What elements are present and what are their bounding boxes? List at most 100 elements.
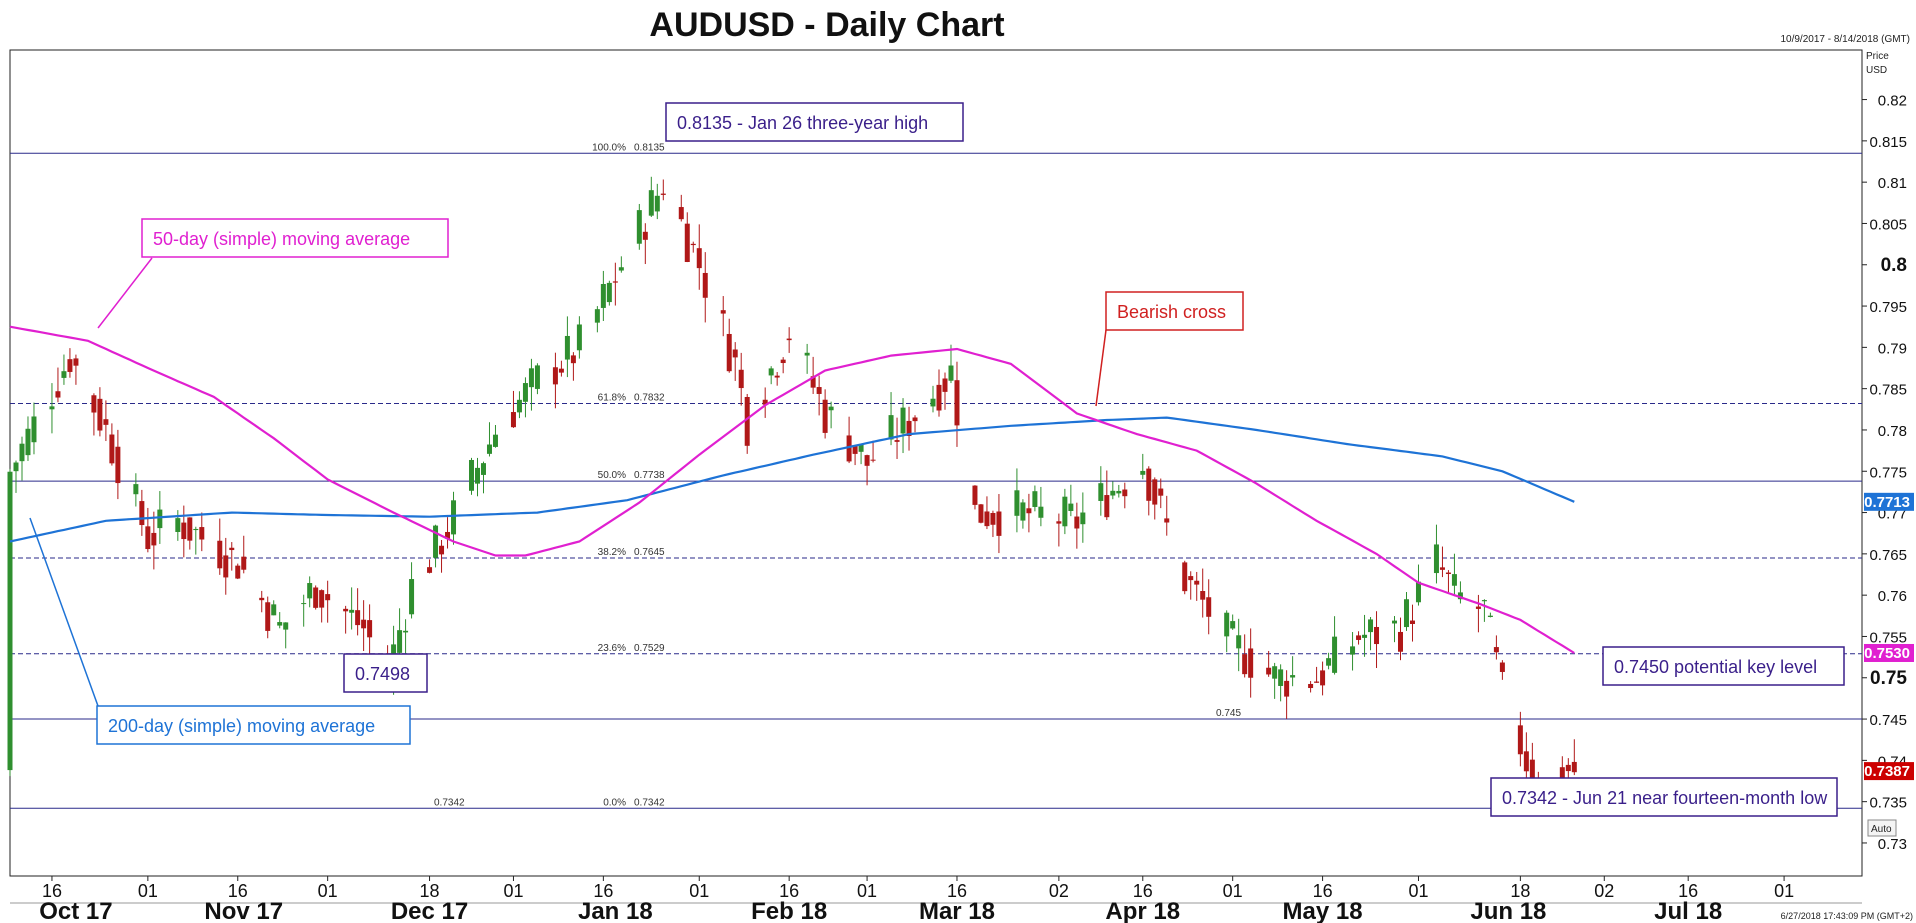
price-tag-label: 0.7387 — [1864, 763, 1910, 780]
candle-body — [343, 608, 349, 612]
annotation-sma200-text: 200-day (simple) moving average — [108, 716, 375, 736]
candle-body — [870, 459, 876, 461]
x-day-label: 02 — [1049, 881, 1069, 901]
candle-body — [990, 512, 996, 525]
candle-body — [984, 511, 990, 527]
price-tag-box — [1864, 643, 1914, 662]
candle-body — [151, 532, 157, 546]
x-day-label: 16 — [1133, 881, 1153, 901]
y-tick-label: 0.795 — [1869, 299, 1907, 316]
fib-value-label: 0.7738 — [634, 470, 665, 481]
candle-body — [1565, 764, 1571, 772]
candle-body — [636, 210, 642, 244]
candle-body — [13, 462, 19, 472]
fib-percent-label: 0.0% — [603, 797, 626, 808]
moving-averages — [9, 325, 1575, 654]
candle-body — [762, 399, 768, 405]
y-tick-label: 0.82 — [1878, 93, 1907, 110]
candle-body — [1314, 681, 1320, 683]
sma200-line — [9, 416, 1575, 543]
candle-body — [1146, 468, 1152, 501]
candle-body — [361, 619, 367, 629]
candle-body — [349, 609, 355, 613]
candle-body — [1481, 600, 1487, 602]
candle-body — [61, 371, 67, 378]
candle-body — [1206, 597, 1212, 617]
y-tick-label: 0.815 — [1869, 134, 1907, 151]
candle-body — [397, 630, 403, 653]
candle-body — [1475, 606, 1481, 609]
candle-body — [1499, 662, 1505, 672]
candle-body — [1403, 599, 1409, 628]
candle-body — [1182, 562, 1188, 592]
y-tick-label: 0.81 — [1878, 175, 1907, 192]
candle-body — [852, 445, 858, 454]
candle-body — [1056, 521, 1062, 524]
candle-body — [1529, 759, 1535, 790]
y-tick-label: 0.78 — [1878, 423, 1907, 440]
candle-body — [319, 590, 325, 608]
auto-label: Auto — [1871, 824, 1892, 835]
candle-body — [469, 459, 475, 491]
candle-body — [301, 603, 307, 605]
candle-body — [906, 420, 912, 436]
candle-body — [516, 399, 522, 413]
candle-body — [1332, 636, 1338, 673]
candle-body — [942, 378, 948, 392]
x-day-label: 02 — [1594, 881, 1614, 901]
candle-body — [606, 282, 612, 303]
candle-body — [67, 359, 73, 372]
candle-body — [181, 522, 187, 540]
auto-button[interactable] — [1867, 819, 1897, 837]
candle-body — [1397, 631, 1403, 652]
candle-body — [780, 359, 786, 364]
annotation-high: 0.8135 - Jan 26 three-year high — [665, 102, 964, 142]
candle-body — [427, 567, 433, 573]
candle-body — [576, 324, 582, 351]
candle-body — [864, 455, 870, 466]
x-month-label: Apr 18 — [1105, 898, 1180, 923]
candle-body — [367, 620, 373, 638]
x-month-label: Jul 18 — [1654, 898, 1722, 923]
annotation-bearish-text: Bearish cross — [1117, 302, 1226, 322]
candle-body — [1517, 725, 1523, 755]
candle-body — [1571, 761, 1577, 773]
annotation-sma50: 50-day (simple) moving average — [97, 218, 449, 329]
y-tick-label: 0.785 — [1869, 382, 1907, 399]
x-month-label: Dec 17 — [391, 898, 468, 923]
candle-body — [738, 369, 744, 389]
candle-body — [1062, 496, 1068, 527]
candle-body — [7, 471, 13, 771]
price-tag-box — [1864, 762, 1914, 781]
candle-body — [528, 368, 534, 388]
candle-body — [1559, 767, 1565, 780]
candle-body — [271, 604, 277, 616]
candle-body — [744, 396, 750, 446]
candle-body — [1230, 621, 1236, 629]
candle-body — [403, 630, 409, 633]
candle-body — [97, 398, 103, 431]
annotation-key-level-text: 0.7450 potential key level — [1614, 657, 1817, 677]
annotation-bearish-cross: Bearish cross — [1095, 291, 1244, 407]
candle-body — [702, 272, 708, 298]
candle-body — [1284, 680, 1290, 697]
candle-body — [91, 395, 97, 413]
x-day-label: 01 — [503, 881, 523, 901]
candle-body — [229, 547, 235, 551]
y-tick-label: 0.745 — [1869, 712, 1907, 729]
candle-body — [73, 358, 79, 366]
candle-body — [265, 602, 271, 631]
x-month-label: Feb 18 — [751, 898, 827, 923]
candle-body — [241, 556, 247, 570]
candle-body — [1074, 516, 1080, 529]
candle-body — [1110, 490, 1116, 496]
candle-body — [19, 443, 25, 462]
candle-body — [1368, 619, 1374, 633]
x-month-label: Oct 17 — [39, 898, 112, 923]
candle-body — [133, 484, 139, 495]
y-tick-label: 0.765 — [1869, 547, 1907, 564]
candle-body — [786, 338, 792, 341]
y-tick-label: 0.75 — [1870, 668, 1907, 689]
candle-body — [600, 283, 606, 308]
